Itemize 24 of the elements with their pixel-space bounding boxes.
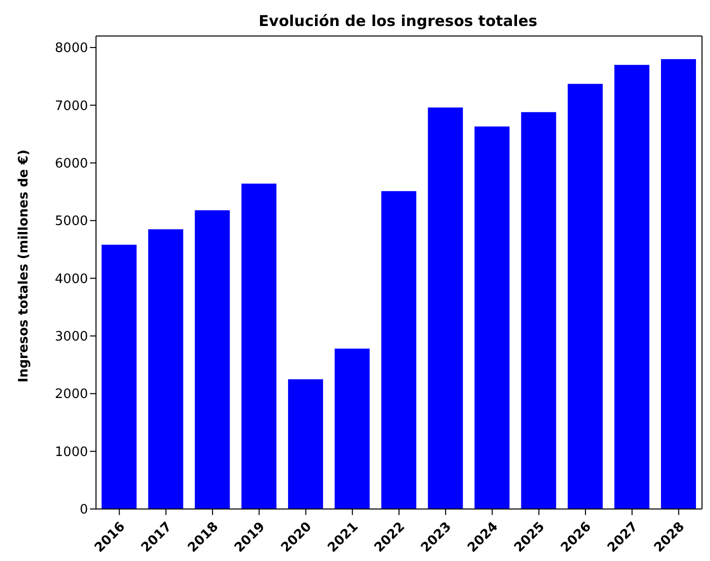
bar xyxy=(334,348,370,509)
y-tick-label: 2000 xyxy=(54,387,88,402)
bar xyxy=(660,59,696,509)
y-tick-label: 7000 xyxy=(54,98,88,114)
y-tick-label: 8000 xyxy=(54,41,88,56)
bar xyxy=(428,108,463,509)
y-tick-label: 1000 xyxy=(54,444,88,460)
chart-title: Evolución de los ingresos totales xyxy=(258,12,538,30)
bar xyxy=(194,210,230,509)
y-tick-label: 6000 xyxy=(54,156,88,172)
y-tick-label: 4000 xyxy=(54,272,88,287)
bar xyxy=(102,244,137,509)
bar xyxy=(521,112,556,509)
bar xyxy=(568,84,603,509)
bar xyxy=(474,126,510,509)
y-axis-title: Ingresos totales (millones de €) xyxy=(16,150,32,382)
bar xyxy=(288,379,324,509)
bar xyxy=(614,64,650,509)
y-tick-label: 0 xyxy=(80,502,88,518)
y-tick-label: 5000 xyxy=(54,214,88,230)
bar xyxy=(241,184,276,509)
bar xyxy=(381,191,416,509)
bar xyxy=(148,229,184,509)
y-tick-label: 3000 xyxy=(54,330,88,345)
